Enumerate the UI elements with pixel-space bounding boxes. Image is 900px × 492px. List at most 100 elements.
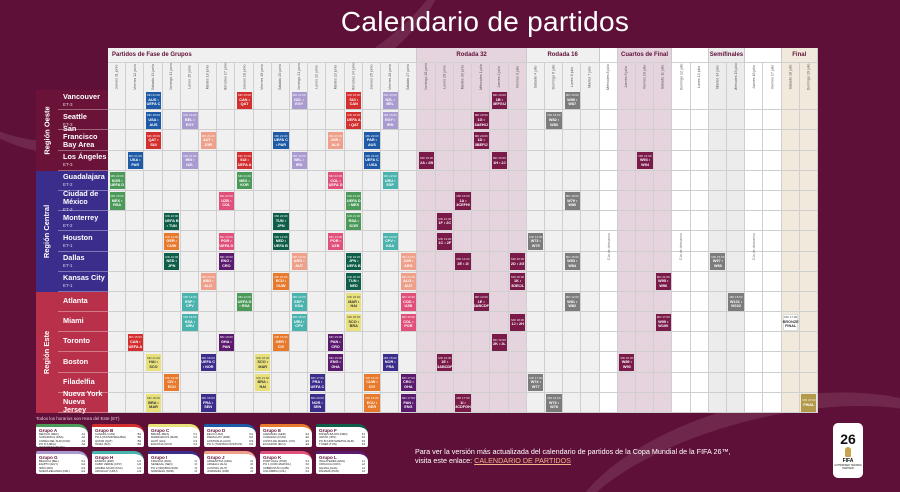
match-card[interactable]: MD 21:00 RSA • KOR [346, 212, 362, 230]
match-card[interactable]: MD 21:00 MEX • KOR [236, 172, 253, 190]
match-card[interactable]: MD 23:00 NZL • BEL [382, 91, 398, 109]
match-card[interactable]: MD 19:00 PAN • CRO [327, 333, 344, 351]
match-card[interactable]: MD 13:00 W73 • W75 [528, 232, 544, 250]
match-card[interactable]: MD 15:00 2A • 2B [418, 152, 435, 170]
match-card[interactable]: MD 12:00 1E • 3ABCDF [474, 293, 489, 311]
match-card[interactable]: MD 22:00 UZB • COL [218, 192, 234, 210]
match-card[interactable]: MD 19:00 ENG • GHA [327, 353, 344, 372]
match-card[interactable]: MD 19:30 COD • UZB [400, 293, 416, 311]
match-card[interactable]: MD 21:00 UEFA D • MEX [346, 192, 362, 210]
match-card[interactable]: MD 12:00 ESP • CPV [182, 293, 198, 311]
match-card[interactable]: MD 21:00 IRN • NZL [182, 152, 198, 170]
match-card[interactable]: MD 19:00 2K • 2L [491, 333, 507, 351]
match-card[interactable]: MD 20:00 1G • 3AEHIJ [473, 111, 489, 129]
match-card[interactable]: MD 20:00 1K • 3DEIJL [510, 273, 526, 291]
match-card[interactable]: MD 15:00 BEL • IRN [291, 152, 307, 170]
match-card[interactable]: MD 19:00 1B • 3EFGIJ [491, 91, 507, 109]
match-card[interactable]: MD 15:00 1H • 2J [491, 152, 507, 170]
match-card[interactable]: MD 19:30 COL • POR [400, 313, 416, 331]
match-card[interactable]: MD 22:00 JOR • ARG [400, 253, 416, 271]
match-card[interactable]: MD 20:00 JOR • ALG [327, 131, 344, 150]
match-card[interactable]: MD 15:00 FINAL [801, 394, 817, 412]
match-card[interactable]: MD 16:00 ECU • GER [364, 394, 380, 412]
match-card[interactable]: MD 20:00 ARG • ALG [200, 273, 216, 291]
match-card[interactable]: MD 13:00 GER • CUW [164, 232, 180, 250]
match-card[interactable]: MD 18:00 UEFA A • QAT [346, 111, 362, 129]
match-card[interactable]: MD 15:00 NOR • FRA [382, 353, 398, 372]
match-card[interactable]: MD 22:00 UEFA C • USA [364, 152, 380, 170]
match-card[interactable]: MD 22:00 COL • UEFA D [327, 172, 344, 190]
match-card[interactable]: MD 17:00 CRO • GHA [400, 374, 416, 392]
match-card[interactable]: MD 12:00 W81 • W82 [564, 293, 580, 311]
match-card[interactable]: MD 22:00 PAR • AUS [364, 131, 380, 150]
match-card[interactable]: MD 19:00 GHA • PAN [218, 333, 234, 351]
match-card[interactable]: MD 15:00 W97 • W98 [710, 253, 726, 271]
match-card[interactable]: MD 18:00 USA • AUS [145, 111, 162, 129]
match-card[interactable]: MD 18:00 SCO • BRA [346, 313, 362, 331]
match-card[interactable]: MD 18:00 MAR • HAI [346, 293, 362, 311]
match-card[interactable]: MD 12:00 UEFA D • RSA [236, 293, 253, 311]
match-card[interactable]: MD 21:00 USA • PAR [127, 152, 143, 170]
match-card[interactable]: MD 15:00 EGY • IRN [382, 111, 398, 129]
match-card[interactable]: MD 22:00 UEFA B • TUN [164, 212, 180, 230]
match-card[interactable]: MD 21:00 BRA • HAI [255, 374, 271, 392]
match-card[interactable]: MD 22:00 TUN • JPN [273, 212, 289, 230]
match-card[interactable]: MD 16:00 W85 • W87 [564, 91, 580, 109]
match-card[interactable]: MD 22:00 KOR • UEFA D [109, 172, 125, 190]
match-card[interactable]: MD 13:00 ARG • AUT [291, 253, 307, 271]
match-card[interactable]: MD 21:00 1F • 2C [437, 212, 453, 230]
match-card[interactable]: MD 17:00 W99 • W100 [655, 313, 671, 331]
match-card[interactable]: MD 19:00 CIV • ECU [164, 374, 180, 392]
match-card[interactable]: MD 16:00 ENG • CRO [218, 253, 234, 271]
match-card[interactable]: MD 20:00 2D • 2G [510, 253, 526, 271]
match-card[interactable]: MD 16:00 W89 • W90 [619, 353, 635, 372]
match-card[interactable]: MD 21:00 AUT • JOR [200, 131, 216, 150]
match-card[interactable]: MD 17:00 W74 • W77 [528, 374, 544, 392]
match-card[interactable]: MD 21:00 HAI • SCO [145, 353, 162, 372]
match-card[interactable]: MD 13:00 NED • UEFA B [273, 232, 289, 250]
match-card[interactable]: MD 20:00 1D • 3BEFIJ [473, 131, 489, 150]
match-card[interactable]: MD 15:00 CAN • UEFA A [127, 333, 143, 351]
match-card[interactable]: MD 15:00 QAT • SUI [145, 131, 162, 150]
match-card[interactable]: MD 17:00 BRONZE FINAL [783, 313, 799, 331]
match-card[interactable]: MD 15:00 FRA • SEN [200, 394, 216, 412]
match-card[interactable]: MD 12:00 ESP • KSA [291, 293, 307, 311]
match-card[interactable]: MD 19:00 JPN • UEFA B [346, 253, 362, 271]
match-card[interactable]: MD 20:00 NOR • SEN [309, 394, 325, 412]
match-card[interactable]: MD 13:00 POR • UZB [327, 232, 344, 250]
match-card[interactable]: MD 16:30 1E • 3ABCDF [437, 353, 453, 372]
match-card[interactable]: MD 16:00 CUW • CIV [364, 374, 380, 392]
match-card[interactable]: MD 16:00 NED • JPN [164, 253, 180, 271]
match-card[interactable]: MD 18:00 SCO • MAR [255, 353, 271, 372]
match-card[interactable]: MD 20:00 ECU • CUW [273, 273, 289, 291]
match-card[interactable]: MD 18:00 UEFA C • NOR [200, 353, 216, 372]
match-card[interactable]: MD 21:00 NZL • EGY [291, 91, 307, 109]
match-card[interactable]: MD 15:00 CAN • QAT [236, 91, 253, 109]
match-card[interactable]: MD 17:00 PAN • ENG [400, 394, 416, 412]
match-card[interactable]: MD 18:00 URU • CPV [291, 313, 307, 331]
match-card[interactable]: MD 15:00 SUI • CAN [346, 91, 362, 109]
match-card[interactable]: MD 15:00 MEX • RSA [109, 192, 125, 210]
match-card[interactable]: MD 13:00 POR • UEFA D [218, 232, 234, 250]
match-card[interactable]: MD 21:00 AUS • UEFA C [145, 91, 162, 109]
match-card[interactable]: MD 15:00 SUI • UEFA A [236, 152, 253, 170]
match-card[interactable]: MD 16:00 GER • CIV [273, 333, 289, 351]
calendar-link[interactable]: CALENDARIO DE PARTIDOS [474, 456, 571, 465]
match-card[interactable]: MD 15:00 BEL • EGY [182, 111, 198, 129]
match-card[interactable]: MD 15:00 1A • 3CEFHI [455, 192, 471, 210]
match-card[interactable]: MD 15:00 W101 • W102 [728, 293, 744, 311]
match-card[interactable]: MD 20:00 CPV • KSA [382, 232, 398, 250]
match-card[interactable]: MD 21:00 W95 • W96 [655, 273, 671, 291]
match-card[interactable]: MD 18:00 KSA • URU [182, 313, 198, 331]
match-card[interactable]: MD 21:00 W93 • W94 [637, 152, 653, 170]
match-card[interactable]: MD 18:00 1J • 2H [510, 313, 526, 331]
match-card[interactable]: MD 21:00 UEFA C • PAR [273, 131, 289, 150]
match-card[interactable]: MD 20:00 TUN • NED [346, 273, 362, 291]
match-card[interactable]: MD 21:00 ALG • AUT [400, 273, 416, 291]
match-card[interactable]: MD 16:00 W82 • W83 [546, 111, 562, 129]
match-card[interactable]: MD 12:00 2E • 2I [455, 253, 471, 271]
match-card[interactable]: MD 17:00 FRA • UEFA C [309, 374, 325, 392]
match-card[interactable]: MD 18:00 BRA • MAR [145, 394, 162, 412]
match-card[interactable]: MD 13:00 1C • 2F [437, 232, 453, 250]
match-card[interactable]: MD 15:00 W83 • W84 [564, 253, 580, 271]
